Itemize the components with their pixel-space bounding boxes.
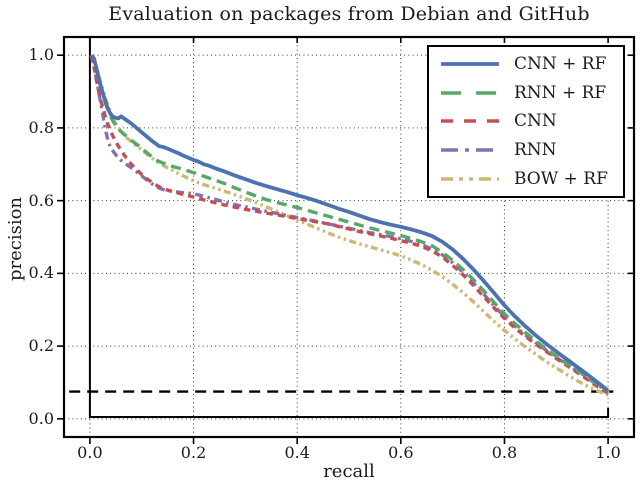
legend-label: RNN + RF [514,82,607,103]
legend-line-sample [441,91,499,95]
legend-entry: RNN + RF [441,80,623,106]
legend: CNN + RF RNN + RF CNN RNN BOW + RF [427,45,625,198]
x-tick-label: 0.0 [77,443,103,462]
legend-line-sample [441,148,499,152]
y-tick-label: 0.8 [28,117,54,137]
series-bow-rf [90,54,609,397]
x-axis-label: recall [323,461,375,482]
legend-label: CNN + RF [514,54,607,75]
legend-entry: CNN [441,108,623,134]
series-cnn-rf [90,54,610,392]
y-tick-label: 0.0 [28,408,54,428]
plot-area: CNN + RF RNN + RF CNN RNN BOW + RF [57,35,636,444]
chart-title: Evaluation on packages from Debian and G… [108,3,590,25]
axes-spines [62,35,636,439]
legend-label: CNN [514,111,557,132]
x-tick-label: 0.8 [491,443,518,462]
y-tick-label: 1.0 [28,45,54,65]
y-tick-label: 0.6 [28,190,54,210]
legend-entry: BOW + RF [441,166,623,192]
reference-solid [88,37,610,418]
legend-label: RNN [514,140,557,161]
legend-line-sample [441,119,499,124]
legend-line-sample [441,176,499,181]
x-tick-label: 1.0 [595,443,621,462]
x-tick-label: 0.2 [180,443,207,462]
x-tick-label: 0.4 [284,443,310,462]
series-cnn [89,54,609,395]
legend-label: BOW + RF [514,168,608,189]
x-tick-label: 0.6 [388,443,414,462]
y-tick-label: 0.4 [28,263,54,283]
legend-entry: RNN [441,137,623,163]
chart-svg [57,35,636,444]
legend-line-sample [441,62,499,67]
y-tick-label: 0.2 [28,336,54,356]
y-axis-label: precision [5,196,26,282]
legend-entry: CNN + RF [441,51,623,77]
